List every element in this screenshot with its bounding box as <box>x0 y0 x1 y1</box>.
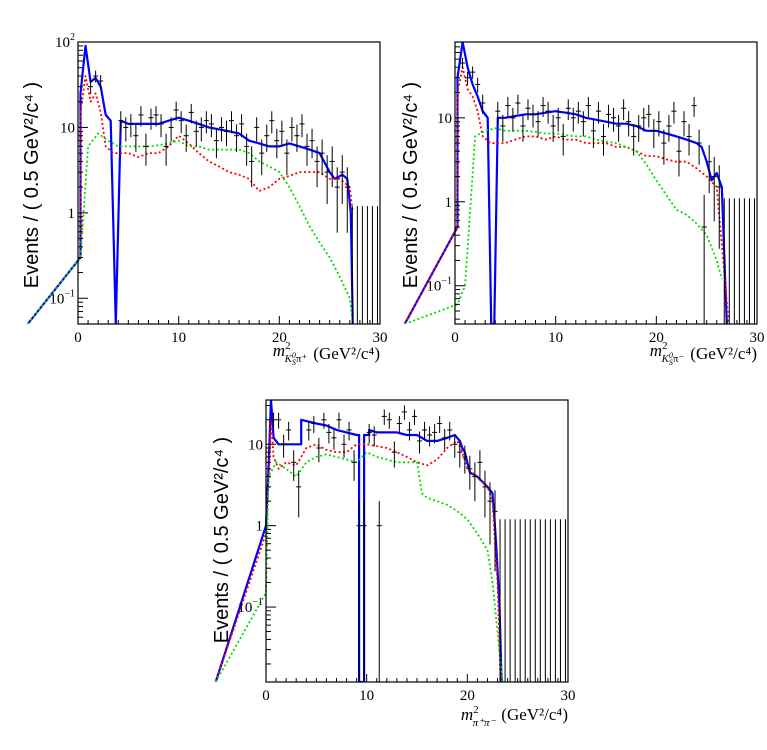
panel-kspi-plus: 0 10 20 30 102 10 1 10−1 Events / ( 0.5 GeV²/c⁴… <box>21 32 388 367</box>
fit-curves <box>403 42 730 324</box>
x-tick-label: 10 <box>548 330 563 346</box>
plot-frame <box>265 399 569 683</box>
series-0-curve <box>403 42 728 324</box>
x-tick-label: 20 <box>272 330 287 346</box>
fit-curves <box>214 400 504 682</box>
series-1-curve <box>403 66 730 324</box>
x-tick-label: 30 <box>561 688 576 704</box>
y-tick-label: 10−1 <box>237 597 263 616</box>
plot-frame <box>454 41 758 325</box>
y-axis-label: Events / ( 0.5 GeV²/c⁴ ) <box>211 437 233 643</box>
y-tick-label: 10 <box>437 111 452 127</box>
y-tick-label: 1 <box>445 195 453 211</box>
y-tick-label: 10 <box>60 120 75 136</box>
series-1-curve <box>26 75 354 324</box>
x-axis-label: m2 KS0π⁻ (GeV²/c⁴) <box>650 340 757 367</box>
axes: 0 10 20 30 10 1 10−1 <box>237 404 576 704</box>
x-tick-label: 30 <box>373 330 388 346</box>
x-tick-label: 10 <box>171 330 186 346</box>
y-tick-label: 1 <box>256 519 264 535</box>
series-1-curve <box>214 418 502 682</box>
series-2-curve <box>214 451 504 682</box>
y-tick-label: 10−1 <box>426 276 452 295</box>
y-axis-label: Events / ( 0.5 GeV²/c⁴ ) <box>21 82 43 288</box>
y-tick-label: 1 <box>68 206 76 222</box>
y-tick-label: 102 <box>55 32 75 51</box>
fit-curves <box>26 44 354 324</box>
x-tick-label: 20 <box>649 330 664 346</box>
data-points <box>88 70 378 324</box>
axes: 0 10 20 30 10 1 10−1 <box>426 41 765 346</box>
series-0-curve <box>26 44 354 324</box>
series-2-curve <box>26 132 354 324</box>
data-points <box>460 57 755 324</box>
x-tick-label: 10 <box>359 688 374 704</box>
data-points <box>271 405 566 682</box>
x-tick-label: 0 <box>451 330 459 346</box>
x-axis-label: m2 KS0π⁺ (GeV²/c⁴) <box>273 340 380 367</box>
x-axis-label: m2 π⁺π⁻ (GeV²/c⁴) <box>461 704 568 729</box>
plot-frame <box>77 41 381 325</box>
x-tick-label: 0 <box>74 330 82 346</box>
x-tick-label: 0 <box>262 688 270 704</box>
axes: 0 10 20 30 102 10 1 10−1 <box>49 32 387 346</box>
series-2-curve <box>404 127 723 324</box>
y-tick-label: 10−1 <box>49 288 75 307</box>
x-tick-label: 20 <box>460 688 475 704</box>
y-axis-label: Events / ( 0.5 GeV²/c⁴ ) <box>400 82 422 288</box>
y-tick-label: 10 <box>248 437 263 453</box>
x-tick-label: 30 <box>750 330 765 346</box>
